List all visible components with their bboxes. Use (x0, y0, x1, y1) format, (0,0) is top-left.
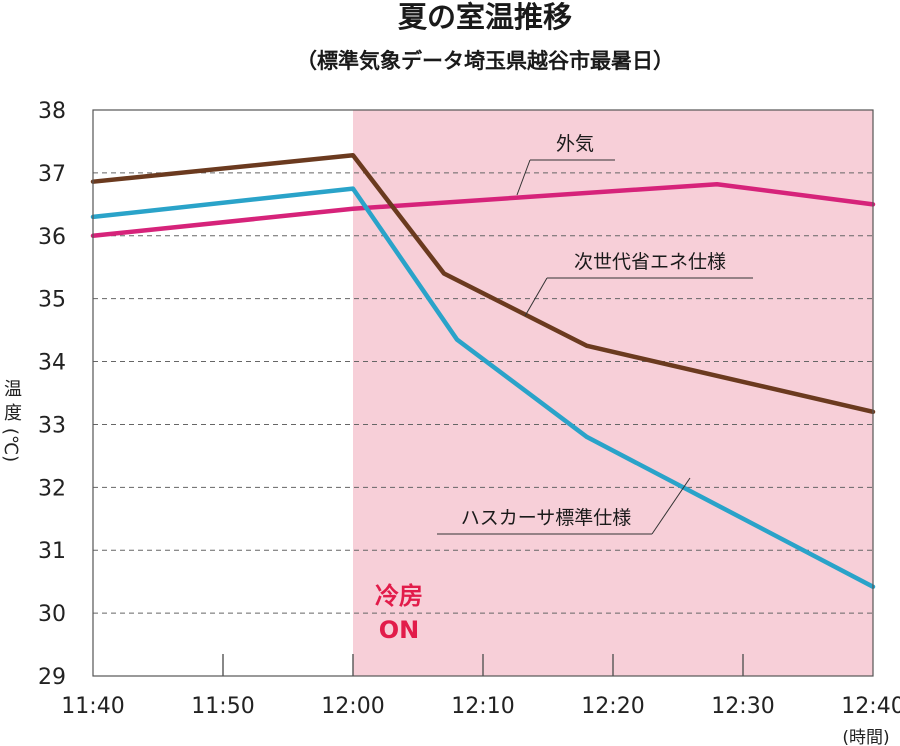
series-line (90, 186, 876, 589)
series-label: 外気 (556, 133, 594, 155)
x-tick-marks (222, 654, 744, 676)
y-tick-label: 31 (38, 539, 66, 564)
cooling-on-annotation: 冷房 ON (375, 582, 423, 644)
y-axis-label: 温度 (℃) (0, 379, 22, 462)
x-tick-label: 12:30 (711, 694, 774, 719)
chart-subtitle: （標準気象データ埼玉県越谷市最暑日） (296, 49, 674, 73)
series-line (90, 153, 876, 415)
chart-title: 夏の室温推移 (398, 0, 572, 34)
y-tick-label: 35 (38, 288, 66, 313)
y-axis-label-char: 温 (4, 379, 22, 400)
annotation-line: 冷房 (375, 582, 423, 610)
gridlines (93, 172, 873, 614)
y-tick-label: 29 (38, 665, 66, 690)
y-tick-label: 34 (38, 351, 66, 376)
x-tick-label: 12:00 (321, 694, 384, 719)
y-tick-labels: 29 30 31 32 33 34 35 36 37 38 (38, 99, 66, 690)
y-tick-label: 33 (38, 413, 66, 438)
series-line (90, 181, 876, 239)
series-layer (90, 153, 876, 589)
x-tick-label: 12:20 (581, 694, 644, 719)
series-label: ハスカーサ標準仕様 (461, 507, 632, 529)
y-tick-label: 38 (38, 99, 66, 124)
series-label: 次世代省エネ仕様 (574, 251, 726, 273)
series-label-leader (651, 477, 691, 535)
y-tick-label: 32 (38, 476, 66, 501)
y-tick-label: 30 (38, 602, 66, 627)
annotation-line: ON (379, 616, 420, 644)
y-tick-label: 37 (38, 162, 66, 187)
x-tick-label: 12:40 (841, 694, 900, 719)
x-tick-label: 12:10 (451, 694, 514, 719)
x-tick-label: 11:40 (61, 694, 124, 719)
y-axis-label-unit: (℃) (0, 428, 21, 462)
series-label-leader (516, 159, 531, 196)
x-tick-labels: 11:40 11:50 12:00 12:10 12:20 12:30 12:40 (61, 694, 900, 719)
y-tick-label: 36 (38, 225, 66, 250)
y-axis-label-char: 度 (4, 403, 22, 424)
x-axis-unit: (時間) (842, 728, 889, 746)
x-tick-label: 11:50 (191, 694, 254, 719)
series-label-leader (524, 277, 548, 317)
